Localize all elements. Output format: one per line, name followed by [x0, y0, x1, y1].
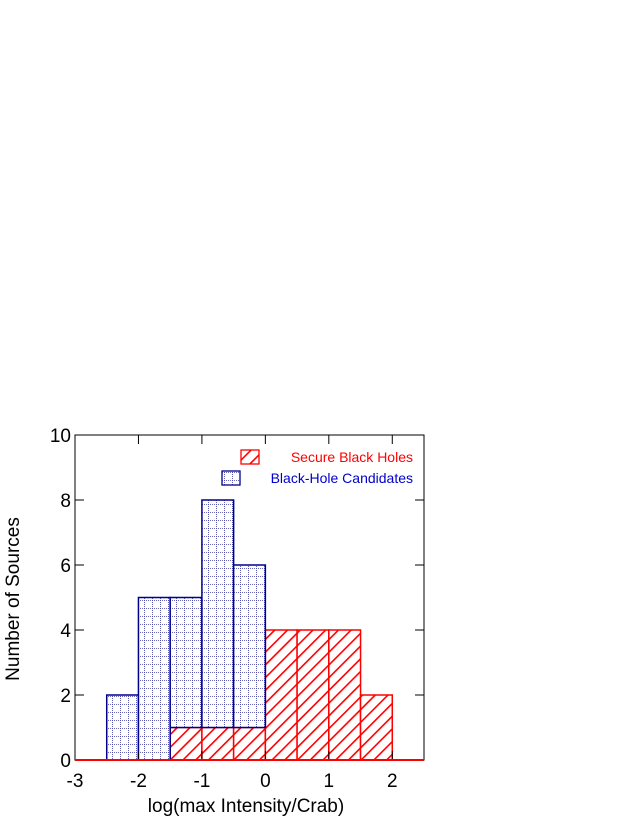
bar-candidate [137, 596, 171, 761]
bar-candidate [169, 596, 203, 729]
x-tick-labels: -3 -2 -1 0 1 2 [67, 771, 398, 792]
x-tick-label: 2 [387, 771, 398, 792]
legend-entry-secure: Secure Black Holes [240, 449, 413, 465]
bar-secure [296, 629, 330, 761]
x-axis-title: log(max Intensity/Crab) [148, 796, 344, 817]
bar-secure [232, 726, 267, 761]
plot-area [74, 434, 425, 761]
legend: Secure Black Holes Black-Hole Candidates [221, 449, 413, 486]
bar-candidate [201, 499, 235, 729]
x-tick-label: -2 [130, 771, 147, 792]
y-tick-label: 2 [60, 686, 71, 707]
bar-secure [264, 629, 298, 761]
legend-label-candidates: Black-Hole Candidates [271, 470, 413, 486]
y-tick-label: 0 [60, 751, 71, 772]
legend-entry-candidates: Black-Hole Candidates [221, 470, 413, 486]
bar-secure [359, 694, 394, 761]
bar-secure [328, 629, 362, 761]
x-tick-label: -3 [67, 771, 84, 792]
y-tick-label: 8 [60, 491, 71, 512]
x-tick-label: -1 [193, 771, 210, 792]
y-tick-label: 6 [60, 556, 71, 577]
bar-candidate [105, 694, 140, 761]
bar-secure [201, 726, 235, 761]
legend-swatch-candidates [221, 470, 241, 486]
x-tick-label: 1 [324, 771, 335, 792]
bars-layer [105, 499, 394, 761]
y-axis-title: Number of Sources [3, 517, 24, 681]
legend-swatch-secure [240, 449, 260, 465]
x-tick-label: 0 [260, 771, 271, 792]
bar-secure [169, 726, 203, 761]
ticks-layer [74, 434, 424, 761]
y-tick-label: 10 [50, 426, 71, 447]
legend-label-secure: Secure Black Holes [291, 449, 413, 465]
y-tick-label: 4 [60, 621, 71, 642]
y-tick-labels: 0 2 4 6 8 10 [50, 426, 72, 772]
bar-candidate [232, 564, 267, 729]
